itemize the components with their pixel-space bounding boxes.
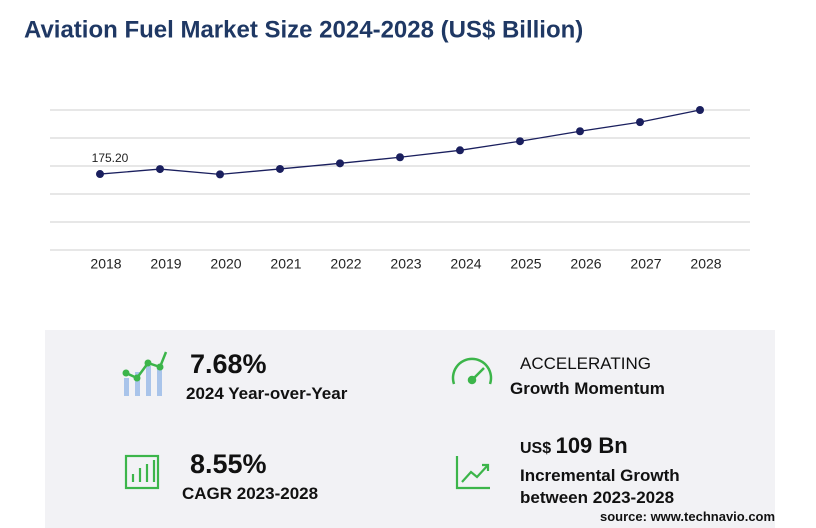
x-tick-label: 2024 bbox=[450, 256, 481, 272]
increment-value: 109 Bn bbox=[555, 433, 628, 458]
gauge-icon bbox=[451, 357, 493, 385]
point bbox=[276, 164, 284, 173]
chart: Aviation Fuel Market Size 2024-2028 (US$… bbox=[24, 16, 750, 272]
point bbox=[576, 127, 584, 136]
increment-label: Incremental Growth bbox=[520, 466, 680, 485]
x-tick-label: 2025 bbox=[510, 256, 541, 272]
point bbox=[636, 118, 644, 127]
x-tick-label: 2023 bbox=[390, 256, 421, 272]
increment-label: between 2023-2028 bbox=[520, 488, 675, 507]
momentum-label: Growth Momentum bbox=[510, 379, 665, 398]
x-tick-label: 2021 bbox=[270, 256, 301, 272]
growth-icon bbox=[455, 456, 490, 490]
point bbox=[456, 146, 464, 155]
x-tick-label: 2027 bbox=[630, 256, 661, 272]
yoy-icon bbox=[122, 351, 168, 396]
increment-prefix: US$ bbox=[520, 440, 552, 457]
x-tick-label: 2022 bbox=[330, 256, 361, 272]
point bbox=[336, 159, 344, 168]
x-tick-label: 2020 bbox=[210, 256, 241, 272]
yoy-value: 7.68% bbox=[190, 349, 267, 379]
point bbox=[396, 153, 404, 162]
x-tick-label: 2026 bbox=[570, 256, 601, 272]
point bbox=[156, 165, 164, 174]
yoy-label: 2024 Year-over-Year bbox=[186, 384, 348, 403]
momentum-title: ACCELERATING bbox=[520, 354, 651, 373]
source: source: www.technavio.com bbox=[600, 509, 776, 524]
cagr-label: CAGR 2023-2028 bbox=[182, 484, 319, 503]
point bbox=[96, 170, 104, 179]
value-label: 175.20 bbox=[92, 151, 129, 165]
x-tick-label: 2018 bbox=[90, 256, 121, 272]
point bbox=[696, 106, 704, 114]
cagr-value: 8.55% bbox=[190, 449, 267, 479]
point bbox=[216, 170, 224, 179]
cagr-icon bbox=[124, 454, 160, 490]
increment: US$ 109 Bn bbox=[520, 433, 628, 459]
kpi-panel bbox=[45, 330, 775, 528]
chart-title: Aviation Fuel Market Size 2024-2028 (US$… bbox=[24, 16, 583, 43]
point bbox=[516, 137, 524, 146]
x-tick-label: 2019 bbox=[150, 256, 181, 272]
x-tick-label: 2028 bbox=[690, 256, 721, 272]
